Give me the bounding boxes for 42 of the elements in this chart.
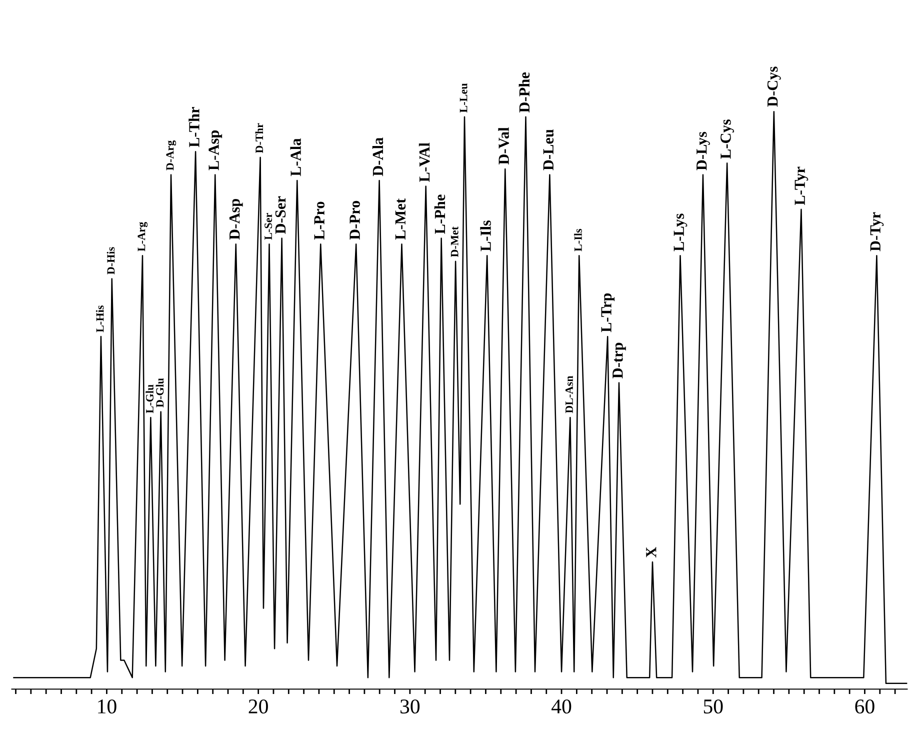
annotation: L-Pro bbox=[314, 202, 324, 240]
annotation: D-Arg bbox=[166, 140, 176, 170]
x-tick-label: 20 bbox=[248, 699, 268, 714]
annotation: L-Cys bbox=[720, 119, 734, 159]
annotation: L-Leu bbox=[460, 83, 468, 113]
annotation: L-Ser bbox=[264, 213, 272, 240]
annotation: L-His bbox=[96, 306, 104, 332]
annotation: L-Met bbox=[395, 198, 406, 240]
annotation: D-Cys bbox=[767, 66, 781, 107]
annotation: D-Phe bbox=[518, 72, 530, 112]
annotation: L-Lys bbox=[674, 214, 688, 252]
x-tick-label: 30 bbox=[400, 699, 420, 714]
x-tick-label: 40 bbox=[552, 699, 572, 714]
annotation: D-Tyr bbox=[870, 212, 884, 252]
annotation: D-Thr bbox=[255, 123, 263, 154]
annotation: D-Glu bbox=[156, 378, 164, 408]
x-tick-label: 50 bbox=[704, 699, 723, 714]
annotation: L-Asp bbox=[208, 130, 222, 170]
annotation: D-Ala bbox=[372, 138, 384, 176]
annotation: L-Glu bbox=[146, 384, 154, 414]
x-tick-label: 10 bbox=[98, 699, 116, 714]
annotation: D-trp bbox=[612, 342, 626, 378]
annotation: D-Asp bbox=[229, 198, 243, 240]
annotation: L-Thr bbox=[188, 107, 200, 148]
annotation: L-Tyr bbox=[794, 166, 808, 205]
annotation: D-Met bbox=[450, 226, 458, 258]
annotation: L-Trp bbox=[601, 293, 615, 332]
annotation: D-Pro bbox=[350, 200, 360, 240]
annotation: L-Ala bbox=[290, 138, 301, 176]
annotation: D-Lys bbox=[696, 132, 710, 170]
annotation: L-Arg bbox=[138, 222, 148, 252]
annotation: D-Ser bbox=[275, 196, 286, 234]
annotation: L-VAl bbox=[418, 142, 430, 182]
annotation: X bbox=[646, 546, 656, 558]
annotation: L-Ils bbox=[574, 228, 582, 252]
annotation: D-Leu bbox=[543, 129, 554, 170]
annotation: D-His bbox=[106, 247, 115, 274]
annotation: DL-Asn bbox=[566, 376, 573, 414]
annotation: L-Ils bbox=[480, 220, 491, 252]
annotation: D-Val bbox=[498, 127, 510, 165]
annotation: L-Phe bbox=[434, 194, 446, 234]
x-tick-label: 60 bbox=[855, 699, 874, 714]
